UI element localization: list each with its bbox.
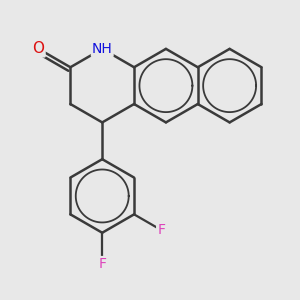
Text: O: O [32, 41, 44, 56]
Text: F: F [157, 223, 165, 237]
Text: F: F [98, 257, 106, 271]
Text: NH: NH [92, 42, 112, 56]
